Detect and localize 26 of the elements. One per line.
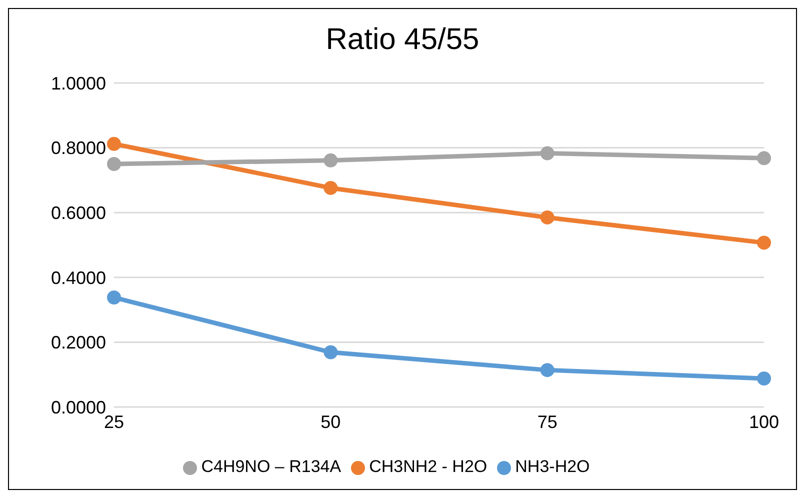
- point: [107, 136, 121, 151]
- legend-label: CH3NH2 - H2O: [369, 457, 488, 476]
- point: [324, 345, 338, 360]
- legend-label: NH3-H2O: [515, 457, 590, 476]
- y-tick-label: 0.4000: [50, 268, 106, 288]
- point: [757, 236, 771, 250]
- y-tick-label: 0.6000: [50, 202, 106, 223]
- point: [324, 153, 338, 168]
- x-tick-label: 25: [104, 412, 124, 432]
- point: [540, 363, 554, 378]
- x-tick-label: 100: [748, 412, 780, 432]
- point: [107, 290, 121, 304]
- point: [540, 210, 554, 224]
- point: [757, 371, 771, 386]
- point: [540, 146, 554, 160]
- point: [324, 180, 338, 195]
- y-tick-label: 0.0000: [50, 397, 106, 418]
- chart-title: Ratio 45/55: [324, 22, 480, 58]
- point: [757, 151, 771, 166]
- legend-label: C4H9NO – R134A: [201, 457, 342, 476]
- y-tick-label: 0.8000: [50, 138, 106, 158]
- y-tick-label: 0.2000: [50, 332, 106, 353]
- x-tick-label: 75: [537, 412, 558, 432]
- x-tick-label: 50: [320, 412, 341, 432]
- y-tick-label: 1.0000: [50, 73, 106, 94]
- point: [107, 157, 121, 171]
